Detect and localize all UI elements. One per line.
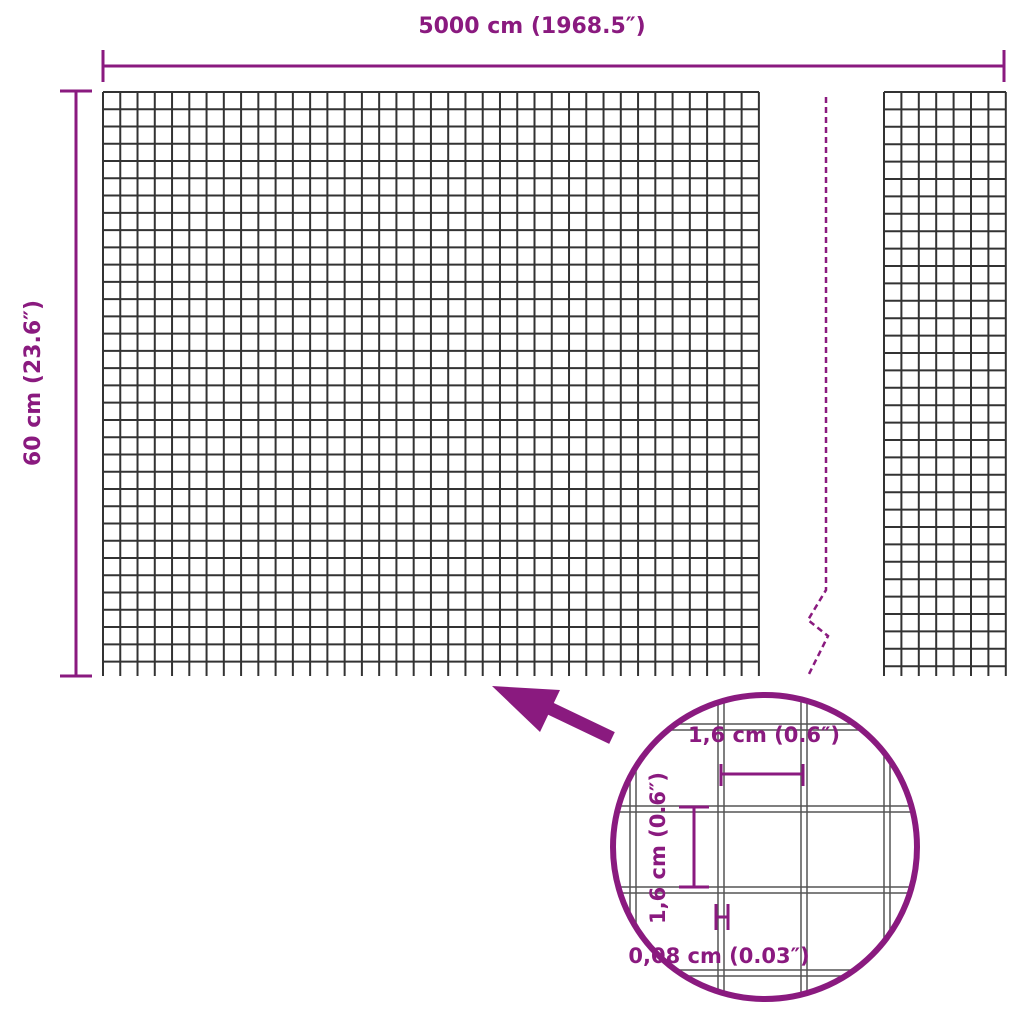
mesh-end-section	[883, 91, 1007, 676]
mesh-height-label: 1,6 cm (0.6″)	[646, 772, 670, 924]
arrow-icon	[492, 686, 615, 744]
mesh-width-label: 1,6 cm (0.6″)	[688, 723, 840, 747]
wire-thickness-label: 0,08 cm (0.03″)	[628, 944, 809, 968]
width-dimension	[101, 50, 1006, 82]
roll-break-line	[806, 97, 830, 677]
width-label: 5000 cm (1968.5″)	[418, 14, 645, 39]
height-label: 60 cm (23.6″)	[21, 300, 46, 466]
mesh-main-section	[102, 91, 760, 676]
detail-magnifier-circle	[610, 692, 920, 1002]
mesh-dimension-marks	[679, 764, 805, 930]
height-dimension	[60, 89, 92, 678]
